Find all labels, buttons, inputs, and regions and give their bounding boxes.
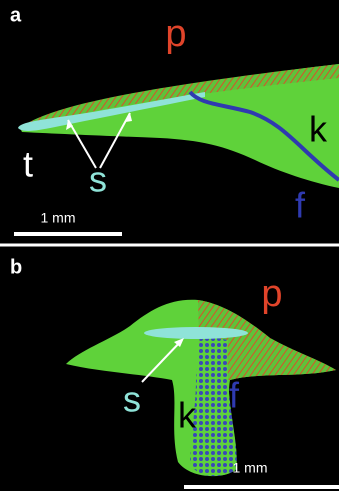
- label-k: k: [309, 109, 328, 150]
- page: a p t s k f 1 mm b p s k f 1 mm (() => {…: [0, 0, 339, 491]
- stripe: [144, 327, 248, 339]
- scale-text: 1 mm: [41, 210, 76, 226]
- panel-a: a p t s k f 1 mm: [10, 4, 339, 234]
- panel-label: b: [10, 256, 22, 278]
- label-t: t: [23, 144, 33, 185]
- scale-text: 1 mm: [233, 460, 268, 476]
- label-f: f: [295, 185, 306, 226]
- label-k: k: [178, 395, 197, 436]
- label-s: s: [123, 379, 141, 420]
- label-s: s: [89, 159, 107, 200]
- panel-b: b p s k f 1 mm: [10, 256, 339, 487]
- label-f: f: [229, 375, 240, 416]
- label-p: p: [165, 13, 186, 55]
- label-p: p: [261, 273, 282, 315]
- panel-label: a: [10, 4, 22, 26]
- figure: a p t s k f 1 mm b p s k f 1 mm: [0, 0, 339, 491]
